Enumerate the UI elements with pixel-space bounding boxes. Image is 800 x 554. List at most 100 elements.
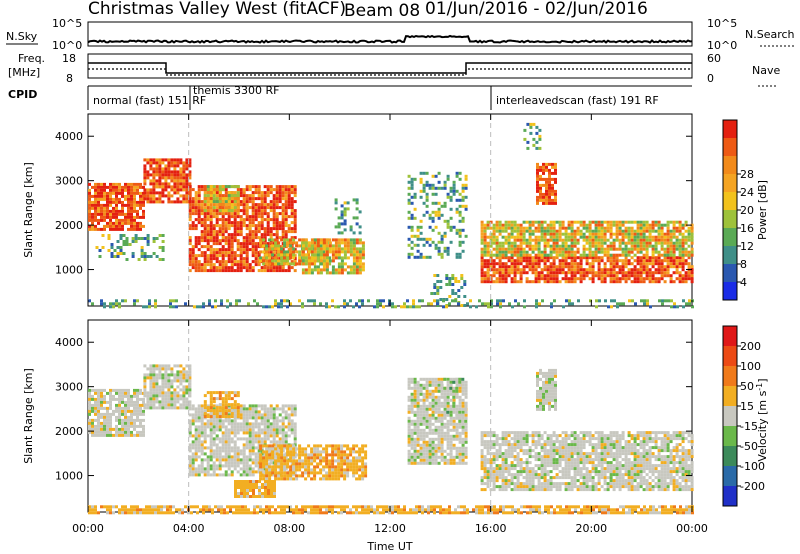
power-cell-region-7 xyxy=(455,252,459,256)
power-cell-region-10 xyxy=(570,226,574,230)
power-cell-region-10 xyxy=(579,253,583,257)
velocity-cell-region-2 xyxy=(251,410,255,414)
power-cell-region-10 xyxy=(486,223,490,227)
power-cell-region-5 xyxy=(301,250,305,254)
power-cell-region-10 xyxy=(591,220,595,224)
power-cell-region-9 xyxy=(624,256,628,260)
velocity-cell-region-4 xyxy=(271,453,275,457)
power-cell-region-10 xyxy=(570,247,574,251)
power-cell-region-11 xyxy=(542,195,545,199)
power-cell-region-4 xyxy=(286,250,290,254)
power-cell-region-1 xyxy=(167,185,171,189)
velocity-cell-region-2 xyxy=(281,407,285,411)
power-cell-region-1 xyxy=(185,182,189,186)
power-cell-region-10 xyxy=(513,235,517,239)
power-cell-region-13 xyxy=(118,302,121,306)
power-cell-region-2 xyxy=(197,236,201,240)
power-cell-region-9 xyxy=(483,280,487,284)
velocity-cell-region-2 xyxy=(266,416,270,420)
power-cell-region-10 xyxy=(543,232,547,236)
velocity-cell-region-0 xyxy=(142,412,145,416)
power-cell-region-10 xyxy=(684,220,688,224)
power-cell-region-3 xyxy=(203,206,207,210)
power-cell-region-10 xyxy=(672,223,676,227)
velocity-cell-region-2 xyxy=(215,428,219,432)
power-cell-region-2 xyxy=(200,206,204,210)
velocity-cell-region-0 xyxy=(139,397,142,401)
power-cell-region-9 xyxy=(561,259,565,263)
power-cell-region-6 xyxy=(355,198,359,202)
power-cell-region-2 xyxy=(224,221,228,225)
power-cell-region-1 xyxy=(143,164,147,168)
velocity-cell-region-2 xyxy=(281,440,285,444)
velocity-cell-region-2 xyxy=(224,446,228,450)
power-cell-region-9 xyxy=(660,271,664,275)
power-cell-region-10 xyxy=(687,235,691,239)
power-cell-region-5 xyxy=(349,265,353,269)
power-cell-region-9 xyxy=(639,256,643,260)
power-cell-region-10 xyxy=(651,226,655,230)
power-cell-region-12 xyxy=(532,143,536,147)
power-cell-region-13 xyxy=(148,299,151,303)
velocity-cell-region-2 xyxy=(209,473,213,477)
power-cell-region-7 xyxy=(452,183,456,187)
power-cell-region-2 xyxy=(275,185,279,189)
power-cell-region-9 xyxy=(573,277,577,281)
power-cell-region-10 xyxy=(648,229,652,233)
power-cell-region-13 xyxy=(301,302,304,306)
power-cell-region-2 xyxy=(251,197,255,201)
power-cell-region-0 xyxy=(115,209,118,213)
power-cell-region-9 xyxy=(678,280,682,284)
velocity-cell-region-1 xyxy=(176,400,180,404)
velocity-cell-region-0 xyxy=(94,397,97,401)
power-cell-region-9 xyxy=(525,256,529,260)
power-cell-region-13 xyxy=(103,305,106,309)
power-cell-region-7 xyxy=(449,216,453,220)
power-cell-region-2 xyxy=(233,263,237,267)
power-cell-region-10 xyxy=(540,235,544,239)
power-cell-region-2 xyxy=(218,242,222,246)
velocity-cell-region-2 xyxy=(275,449,279,453)
power-cell-region-3 xyxy=(236,206,240,210)
power-cell-region-10 xyxy=(675,238,679,242)
power-cell-region-7 xyxy=(425,204,429,208)
power-cell-region-13 xyxy=(175,305,178,309)
power-cell-region-10 xyxy=(519,241,523,245)
power-cell-region-7 xyxy=(422,213,426,217)
velocity-cell-region-2 xyxy=(215,455,219,459)
power-cell-region-2 xyxy=(269,242,273,246)
power-cell-region-10 xyxy=(504,220,508,224)
power-cell-region-11 xyxy=(542,192,545,196)
velocity-cell-region-1 xyxy=(152,385,156,389)
power-cell-region-0 xyxy=(100,191,103,195)
power-cell-region-10 xyxy=(579,232,583,236)
power-cell-region-4 xyxy=(292,241,296,245)
velocity-cell-region-3 xyxy=(209,391,213,395)
power-cell-region-3 xyxy=(218,194,222,198)
power-cell-region-2 xyxy=(290,266,294,270)
power-colorbar-swatch xyxy=(723,174,737,193)
power-cell-region-0 xyxy=(97,200,100,204)
power-cell-region-13 xyxy=(100,299,103,303)
power-cell-region-3 xyxy=(224,206,228,210)
power-cell-region-10 xyxy=(504,253,508,257)
power-cell-region-10 xyxy=(639,235,643,239)
power-cell-region-2 xyxy=(248,194,252,198)
power-cell-region-2 xyxy=(287,188,291,192)
power-cell-region-9 xyxy=(669,262,673,266)
power-cell-region-9 xyxy=(681,259,685,263)
power-cell-region-9 xyxy=(537,256,541,260)
velocity-cell-region-0 xyxy=(112,427,115,431)
power-cell-region-7 xyxy=(407,198,411,202)
power-cell-region-4 xyxy=(280,256,284,260)
velocity-cell-region-2 xyxy=(263,437,267,441)
velocity-cell-region-0 xyxy=(100,421,103,425)
power-cell-region-7 xyxy=(428,186,432,190)
power-cell-region-7 xyxy=(461,219,465,223)
velocity-cell-region-2 xyxy=(266,431,270,435)
velocity-cell-region-2 xyxy=(257,440,261,444)
velocity-cell-region-2 xyxy=(287,428,291,432)
power-cell-region-13 xyxy=(427,302,430,306)
power-cell-region-13 xyxy=(682,299,685,303)
velocity-cell-region-0 xyxy=(139,388,142,392)
